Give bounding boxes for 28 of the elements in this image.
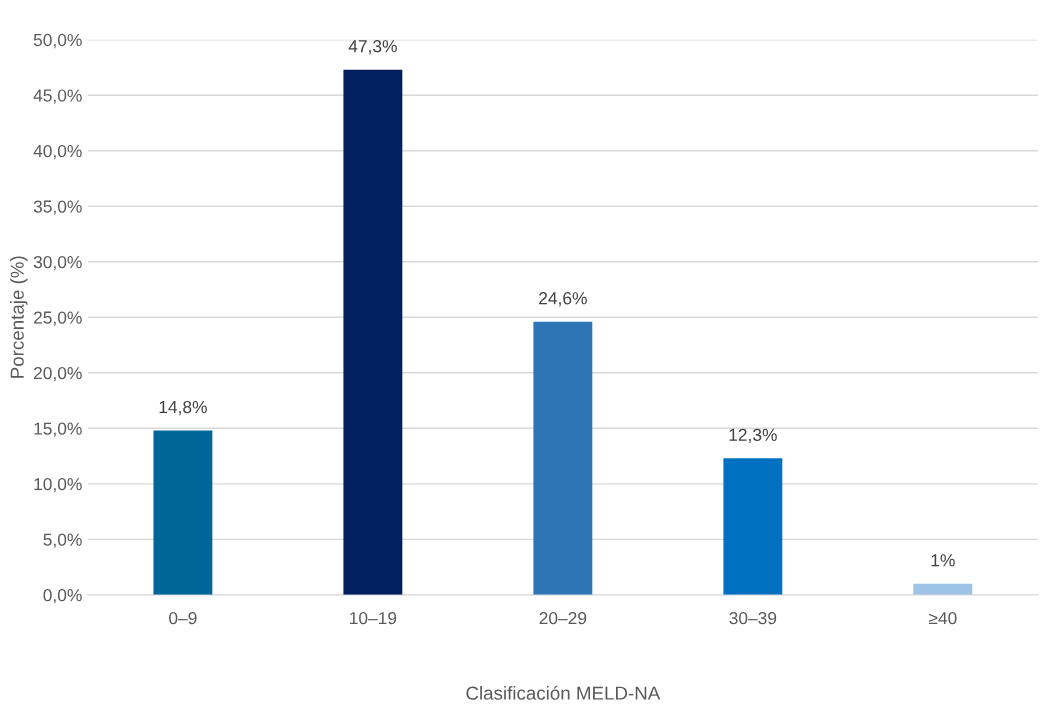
data-label: 1%: [931, 554, 955, 567]
y-axis-title: Porcentaje (%): [10, 256, 28, 378]
y-tick-label: 25,0%: [33, 311, 82, 326]
y-tick-label: 30,0%: [33, 255, 82, 271]
y-tick-label: 45,0%: [33, 89, 82, 104]
y-tick-label: 10,0%: [34, 477, 82, 493]
x-axis-title: Clasificación MELD-NA: [466, 685, 661, 700]
x-tick-label: 20–29: [539, 611, 587, 625]
bar: [913, 583, 973, 595]
y-tick-label: 0,0%: [43, 589, 82, 604]
data-label: 14,8%: [159, 400, 207, 416]
data-label: 47,3%: [348, 40, 397, 55]
x-tick-label: 30–39: [729, 611, 777, 625]
bar: [343, 69, 403, 595]
bar: [723, 458, 783, 595]
y-tick-label: 40,0%: [33, 144, 82, 160]
x-tick-label: ≥40: [928, 611, 957, 625]
data-label: 24,6%: [539, 292, 587, 307]
y-tick-label: 20,0%: [33, 366, 82, 382]
y-tick-label: 15,0%: [34, 422, 82, 437]
data-label: 12,3%: [729, 428, 777, 444]
x-tick-label: 10–19: [350, 611, 397, 625]
bar: [533, 321, 593, 595]
bar: [153, 430, 213, 595]
x-tick-label: 0–9: [169, 611, 197, 625]
y-tick-label: 5,0%: [43, 533, 82, 548]
y-tick-label: 35,0%: [33, 200, 82, 215]
y-tick-label: 50,0%: [33, 33, 82, 49]
